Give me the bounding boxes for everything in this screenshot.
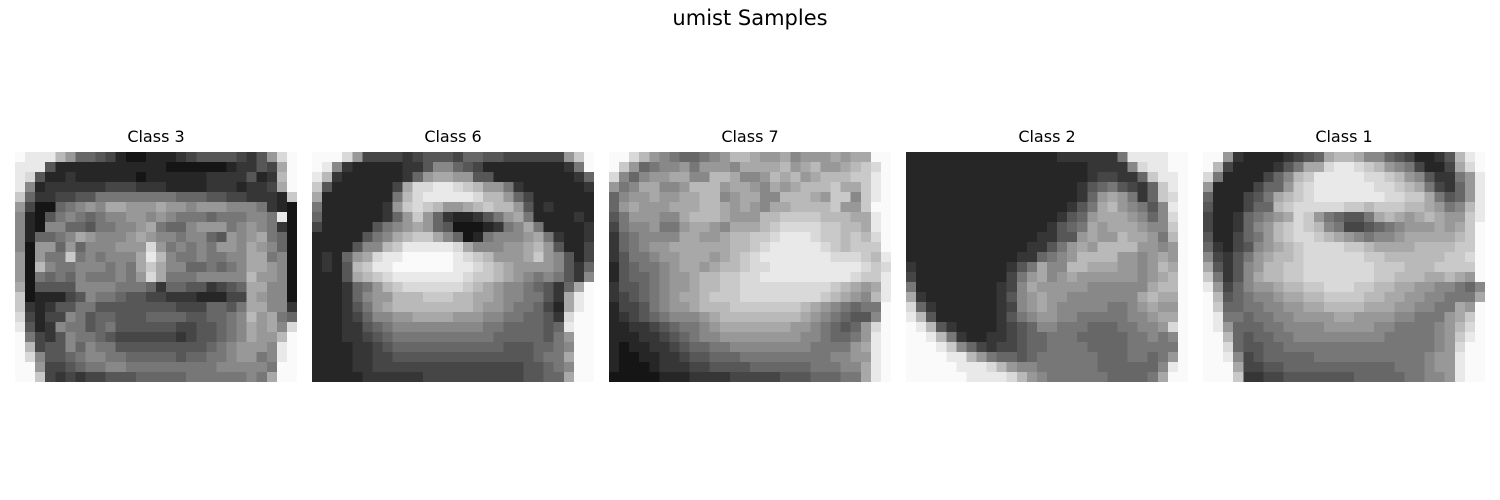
sample-panel-4: Class 2 xyxy=(906,126,1188,382)
sample-title: Class 6 xyxy=(424,127,482,146)
face-image xyxy=(609,152,891,382)
sample-panel-3: Class 7 xyxy=(609,126,891,382)
face-image xyxy=(15,152,297,382)
face-image xyxy=(312,152,594,382)
figure-title: umist Samples xyxy=(672,6,828,30)
sample-panel-5: Class 1 xyxy=(1203,126,1485,382)
sample-panel-1: Class 3 xyxy=(15,126,297,382)
face-image xyxy=(1203,152,1485,382)
face-image xyxy=(906,152,1188,382)
sample-title: Class 1 xyxy=(1315,127,1373,146)
sample-title: Class 2 xyxy=(1018,127,1076,146)
sample-title: Class 3 xyxy=(127,127,185,146)
sample-panel-2: Class 6 xyxy=(312,126,594,382)
sample-title: Class 7 xyxy=(721,127,779,146)
